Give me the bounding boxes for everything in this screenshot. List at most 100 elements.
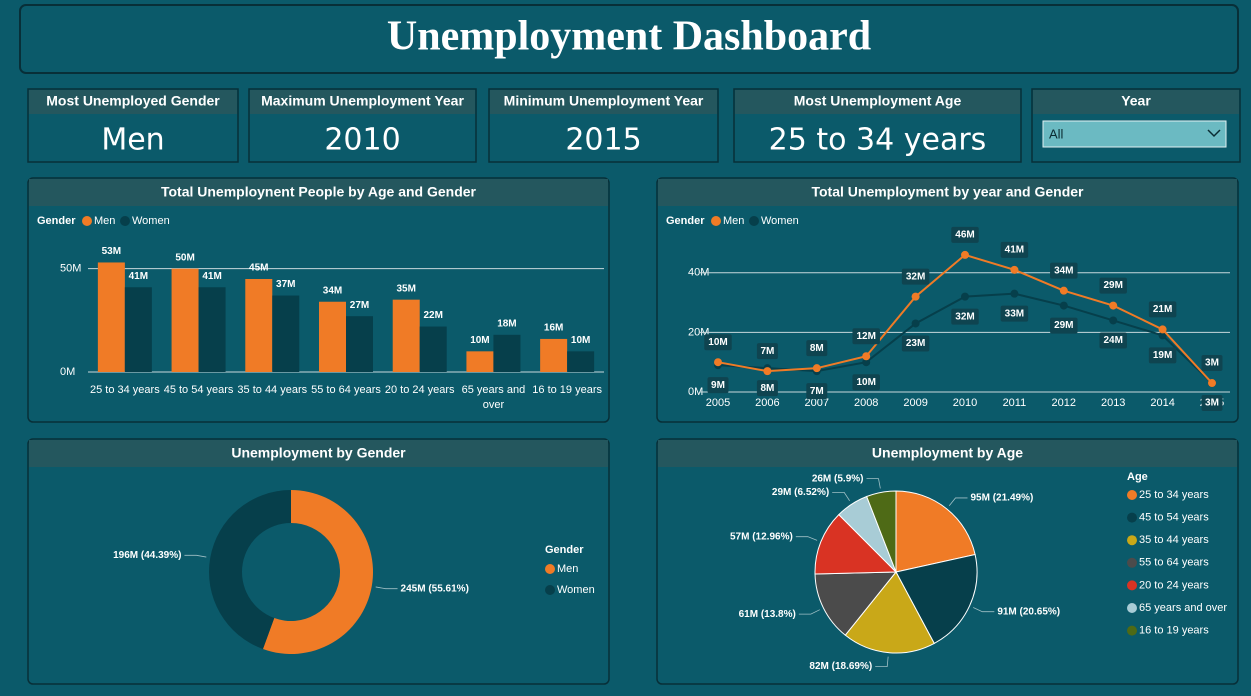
- line-point: [1158, 331, 1167, 340]
- data-label: 10M: [708, 337, 727, 348]
- legend-title: Age: [1127, 471, 1148, 483]
- slice: [208, 490, 291, 650]
- data-label-bg: [1099, 332, 1127, 349]
- bar: [493, 334, 521, 372]
- data-label: 22M: [423, 310, 442, 321]
- legend-marker: [1127, 603, 1137, 613]
- data-label-bg: [806, 340, 828, 357]
- x-tick-label: 2008: [854, 397, 878, 409]
- year-dropdown[interactable]: [1042, 120, 1227, 148]
- x-tick-label: 2006: [755, 397, 779, 409]
- data-label-bg: [1050, 262, 1078, 279]
- kpi-label: Most Unemployment Age: [794, 93, 962, 109]
- x-tick-label-box: 65 years and over: [461, 384, 526, 411]
- slice: [866, 490, 897, 573]
- bar: [97, 262, 125, 372]
- data-label: 41M: [202, 271, 221, 282]
- leader-line: [184, 554, 207, 558]
- chart-header: [29, 440, 608, 467]
- line-point: [1109, 316, 1118, 325]
- chart-title: Total Unemploynent People by Age and Gen…: [161, 184, 477, 200]
- data-label: 3M: [1205, 358, 1219, 369]
- data-label: 196M (44.39%): [113, 550, 181, 561]
- legend-marker: [1127, 557, 1137, 568]
- x-tick-label: 20 to 24 years: [384, 384, 455, 396]
- data-label-bg: [901, 268, 930, 285]
- legend-label: 55 to 64 years: [1139, 557, 1209, 569]
- legend-label: Men: [723, 215, 744, 227]
- bar: [171, 268, 199, 372]
- data-label: 41M: [1005, 244, 1024, 255]
- data-label: 21M: [1153, 304, 1172, 315]
- line-point: [812, 364, 821, 373]
- data-label-bg: [1148, 347, 1177, 364]
- legend-label: Men: [557, 563, 578, 575]
- legend-label: Women: [132, 215, 170, 227]
- kpi-label: Minimum Unemployment Year: [504, 93, 704, 109]
- line-point: [1059, 301, 1068, 310]
- legend-marker: [1127, 580, 1137, 591]
- bar: [466, 351, 494, 372]
- data-label: 95M (21.49%): [970, 493, 1033, 504]
- y-tick-label: 0M: [60, 366, 75, 378]
- data-label-bg: [707, 377, 729, 394]
- legend-marker: [120, 216, 130, 226]
- leader-line: [973, 607, 995, 613]
- data-label: 34M: [323, 285, 342, 296]
- legend-title: Gender: [37, 215, 76, 227]
- data-label: 33M: [1005, 308, 1024, 319]
- data-label: 29M: [1103, 280, 1122, 291]
- dropdown-chevron: [1207, 129, 1221, 138]
- data-label: 35M: [396, 283, 415, 294]
- data-label: 82M (18.69%): [809, 661, 872, 672]
- kpi-value: 2015: [565, 123, 641, 158]
- dashboard-title: Unemployment Dashboard: [387, 14, 871, 60]
- data-label: 41M: [129, 271, 148, 282]
- data-label-bg: [1099, 277, 1127, 294]
- leader-line: [795, 536, 818, 541]
- bar: [346, 316, 373, 372]
- legend-label: 16 to 19 years: [1139, 625, 1209, 637]
- x-tick-label: 65 years and over: [461, 384, 526, 411]
- data-label: 29M: [1054, 320, 1073, 331]
- legend-label: 65 years and over: [1139, 602, 1227, 614]
- data-label-bg: [756, 343, 778, 360]
- data-label: 37M: [276, 279, 295, 290]
- data-label: 26M (5.9%): [812, 473, 864, 484]
- data-label: 7M: [810, 386, 824, 397]
- data-label-bg: [1148, 301, 1177, 318]
- x-tick-label-box: 35 to 44 years: [237, 384, 308, 396]
- data-label: 3M: [1205, 398, 1219, 409]
- legend-title: Gender: [666, 215, 705, 227]
- line-point: [1158, 325, 1167, 334]
- x-tick-label-box: 25 to 34 years: [90, 384, 160, 396]
- bar: [540, 338, 568, 372]
- data-label: 50M: [175, 252, 194, 263]
- line-point: [961, 250, 969, 259]
- line-point: [1059, 286, 1068, 295]
- kpi-header: [250, 90, 475, 114]
- legend-marker: [545, 585, 555, 595]
- data-label-bg: [1050, 317, 1078, 334]
- leader-line: [832, 491, 850, 501]
- data-label: 8M: [810, 343, 824, 354]
- data-label: 29M (6.52%): [772, 487, 829, 498]
- data-label: 16M: [544, 323, 563, 334]
- y-tick-label: 20M: [688, 326, 709, 338]
- slice: [895, 553, 978, 645]
- chart-header: [658, 440, 1237, 467]
- x-tick-label: 35 to 44 years: [237, 384, 308, 396]
- bar: [319, 301, 346, 372]
- data-label: 10M: [571, 335, 590, 346]
- legend-label: Men: [94, 215, 115, 227]
- leader-line: [375, 586, 398, 590]
- data-label: 19M: [1153, 350, 1172, 361]
- legend-label: 45 to 54 years: [1139, 512, 1209, 524]
- y-tick-label: 50M: [60, 263, 81, 275]
- slice: [262, 490, 373, 654]
- legend-marker: [1127, 535, 1137, 546]
- data-label-bg: [1201, 355, 1223, 372]
- legend-marker: [749, 216, 759, 226]
